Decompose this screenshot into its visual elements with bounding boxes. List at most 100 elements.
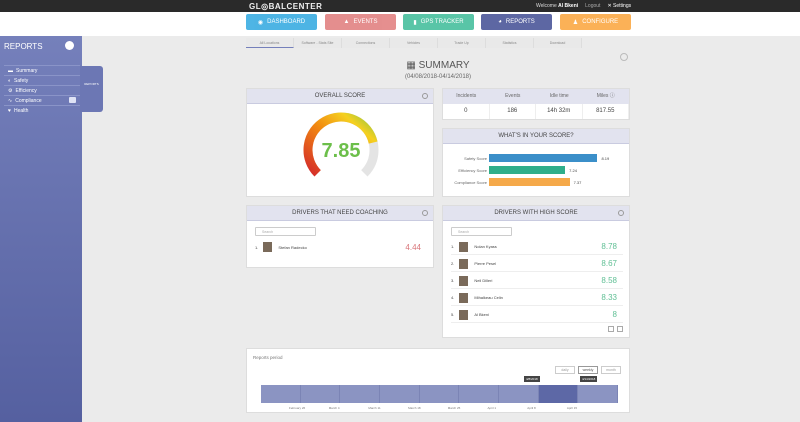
- bar-label: Safety Score: [464, 155, 487, 161]
- timeline-tick-label: March 18: [408, 406, 421, 410]
- nav-reports-button[interactable]: ◕ REPORTS: [481, 14, 552, 30]
- logout-link[interactable]: Logout: [585, 3, 601, 9]
- card-title: WHAT'S IN YOUR SCORE?: [498, 133, 574, 139]
- info-icon[interactable]: ⓘ: [609, 93, 615, 99]
- driver-row[interactable]: 5. Al Bkeni 8: [451, 307, 623, 323]
- high-score-search-input[interactable]: Search: [451, 227, 512, 236]
- score-bar-row: Compliance Score 7.37: [449, 176, 623, 188]
- reports-period-card: Reports period daily weekly month 4/8/20…: [246, 348, 630, 413]
- tab-3[interactable]: Vehicles: [390, 38, 438, 48]
- settings-link[interactable]: ✕ Settings: [607, 3, 632, 9]
- driver-row[interactable]: 1. Stefan Radecko 4.44: [255, 242, 421, 252]
- heart-icon: ♥: [8, 107, 11, 114]
- avatar: [459, 309, 469, 320]
- user-icon: ♟: [572, 19, 579, 26]
- welcome-text: Welcome Al Bkeni: [536, 3, 579, 9]
- bar-label: Efficiency Score: [458, 167, 487, 173]
- timeline-tick-label: February 26: [289, 406, 306, 410]
- info-icon[interactable]: [422, 93, 428, 99]
- month-button[interactable]: month: [601, 366, 621, 374]
- driver-row[interactable]: 2. Pierre Pesel 8.67: [451, 256, 623, 272]
- tab-4[interactable]: Trade Up: [438, 38, 486, 48]
- sidebar-item-summary[interactable]: ▬ Summary: [4, 65, 80, 75]
- stat-incidents: 0: [443, 104, 490, 119]
- bar-value: 8.19: [601, 155, 610, 161]
- coaching-search-input[interactable]: Search: [255, 227, 316, 236]
- bar-value: 7.24: [569, 167, 577, 173]
- stat-miles: 817.55: [583, 104, 629, 119]
- score-bar: [489, 154, 598, 162]
- nav-dashboard-button[interactable]: ◉ DASHBOARD: [246, 14, 317, 30]
- wave-icon: ∿: [8, 97, 13, 104]
- high-score-card: DRIVERS WITH HIGH SCORE Search 1. Nolan K…: [442, 205, 630, 338]
- info-icon[interactable]: [618, 210, 624, 216]
- info-icon[interactable]: [422, 210, 428, 216]
- warning-icon: ▲: [343, 19, 350, 25]
- stats-card: Incidents Events Idle time Miles ⓘ 0 186…: [442, 88, 630, 120]
- sidebar-title: REPORTS: [4, 42, 43, 51]
- dashboard-icon: ◉: [257, 19, 264, 26]
- timeline-week[interactable]: [261, 385, 301, 403]
- gauge-fill: [303, 112, 378, 177]
- daily-button[interactable]: daily: [555, 366, 575, 374]
- sidebar-item-compliance[interactable]: ∿ Compliance: [4, 95, 80, 105]
- avatar: [459, 292, 469, 303]
- compliance-badge: [69, 97, 76, 103]
- stat-idle-time: 14h 32m: [536, 104, 583, 119]
- next-page-button[interactable]: [617, 326, 623, 332]
- reports-popout[interactable]: REPORTS: [80, 66, 103, 112]
- tab-1[interactable]: Software - Stats Site: [294, 38, 342, 48]
- score-bar-row: Efficiency Score 7.24: [449, 164, 623, 176]
- nav-configure-button[interactable]: ♟ CONFIGURE: [560, 14, 631, 30]
- timeline-week[interactable]: [419, 385, 460, 403]
- stat-events: 186: [490, 104, 536, 119]
- sidebar-item-health[interactable]: ♥ Health: [4, 105, 80, 115]
- tab-6[interactable]: Download: [534, 38, 582, 48]
- tab-5[interactable]: Statistics: [486, 38, 534, 48]
- weekly-button[interactable]: weekly: [578, 366, 598, 374]
- tab-0[interactable]: All Locations: [246, 38, 294, 48]
- page-title: ▦ SUMMARY: [406, 60, 470, 71]
- coaching-card: DRIVERS THAT NEED COACHING Search 1. Stef…: [246, 205, 434, 268]
- score-bar: [489, 178, 570, 186]
- chart-icon: ▬: [8, 67, 13, 74]
- date-range: (04/08/2018-04/14/2018): [404, 74, 472, 80]
- gps-icon: ▮: [413, 19, 417, 26]
- avatar: [459, 258, 469, 269]
- timeline-tick-label: March 11: [368, 406, 381, 410]
- timeline-tick-label: April 8: [527, 406, 536, 410]
- timeline-week[interactable]: [300, 385, 341, 403]
- driver-row[interactable]: 4. Mihalkeau Celin 8.33: [451, 290, 623, 306]
- sidebar: REPORTS ▬ Summary ◐ Safety ⚙ Efficiency ∿ Co…: [0, 36, 82, 422]
- stat-header: Miles ⓘ: [582, 89, 629, 104]
- timeline-tick-label: April 15: [566, 406, 578, 410]
- prev-page-button[interactable]: [608, 326, 614, 332]
- driver-row[interactable]: 3. Neil Dilleri 8.58: [451, 273, 623, 289]
- timeline-week[interactable]: [459, 385, 500, 403]
- timeline-week[interactable]: [340, 385, 381, 403]
- timeline-week[interactable]: [538, 385, 579, 403]
- period-timeline[interactable]: [261, 385, 619, 403]
- shield-icon: ◐: [8, 77, 12, 84]
- top-bar: GL◎BALCENTER Welcome Al Bkeni Logout ✕ S…: [0, 0, 800, 12]
- nav-gps-tracker-button[interactable]: ▮ GPS TRACKER: [403, 14, 474, 30]
- stat-header: Events: [489, 89, 536, 104]
- stat-header: Idle time: [536, 89, 583, 104]
- nav-events-button[interactable]: ▲ EVENTS: [325, 14, 396, 30]
- timeline-week[interactable]: [499, 385, 539, 403]
- avatar: [459, 275, 469, 286]
- user-menu: Welcome Al Bkeni Logout ✕ Settings: [536, 3, 631, 9]
- whats-in-score-card: WHAT'S IN YOUR SCORE? Safety Score 8.19 Ef…: [442, 128, 630, 197]
- range-end-flag: 4/14/2018: [580, 376, 598, 382]
- back-icon[interactable]: [620, 53, 628, 61]
- sidebar-item-safety[interactable]: ◐ Safety: [4, 75, 80, 85]
- reports-logo-icon: [65, 41, 74, 50]
- avatar: [459, 241, 469, 252]
- timeline-week[interactable]: [380, 385, 420, 403]
- timeline-week[interactable]: [578, 385, 619, 403]
- card-title: DRIVERS WITH HIGH SCORE: [494, 210, 578, 216]
- sidebar-item-efficiency[interactable]: ⚙ Efficiency: [4, 85, 80, 95]
- tab-2[interactable]: Connections: [342, 38, 390, 48]
- score-bar-row: Safety Score 8.19: [449, 152, 623, 164]
- driver-row[interactable]: 1. Nolan Kyass 8.78: [451, 239, 623, 255]
